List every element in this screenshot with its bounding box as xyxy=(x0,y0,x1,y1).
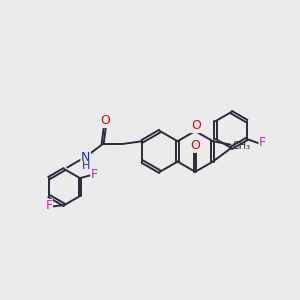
Text: O: O xyxy=(191,119,201,132)
Text: O: O xyxy=(190,139,200,152)
Text: H: H xyxy=(82,161,90,171)
Text: O: O xyxy=(100,114,110,127)
Text: F: F xyxy=(45,200,52,212)
Text: CH₃: CH₃ xyxy=(232,141,250,151)
Text: F: F xyxy=(259,136,266,149)
Text: F: F xyxy=(91,168,98,181)
Text: N: N xyxy=(81,151,90,164)
